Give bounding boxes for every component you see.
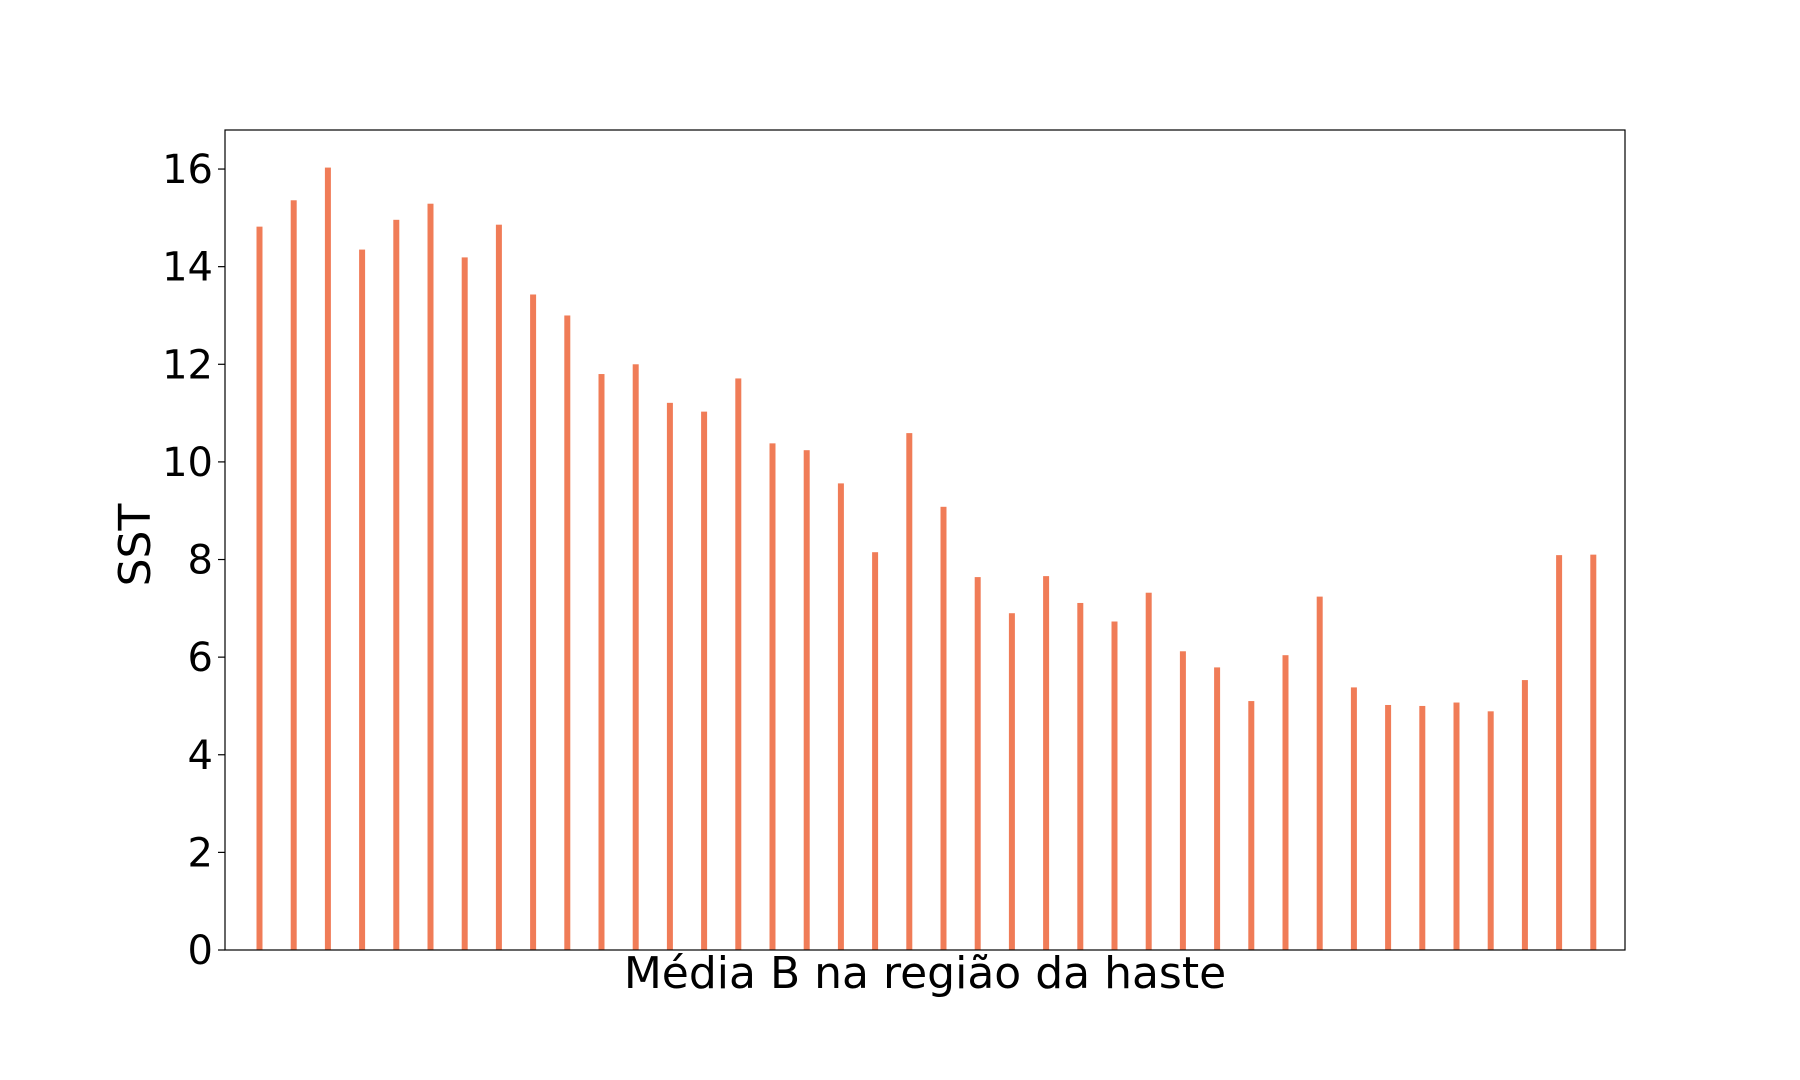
bar [872, 552, 879, 950]
y-tick-label: 6 [188, 635, 213, 681]
bar [1214, 667, 1221, 950]
bar [256, 226, 263, 951]
bar [837, 483, 844, 950]
bar [393, 219, 400, 951]
y-tick-label: 16 [162, 147, 213, 193]
y-axis-label: SST [110, 504, 161, 587]
bar [1179, 651, 1186, 950]
bar [1419, 705, 1426, 950]
bar [940, 506, 947, 950]
bar [1350, 687, 1357, 950]
plot-frame [224, 129, 1626, 951]
bar [666, 402, 673, 951]
bar [290, 200, 297, 951]
y-tick-label: 2 [188, 830, 213, 876]
bar [427, 203, 434, 950]
y-tick-label: 4 [188, 733, 213, 779]
bar [632, 364, 639, 950]
x-axis-label: Média B na região da haste [624, 948, 1226, 999]
bar [1590, 554, 1597, 950]
bar [1385, 704, 1392, 950]
bar [461, 257, 468, 951]
bars-group [256, 167, 1597, 951]
bar [530, 294, 537, 950]
bar [735, 378, 742, 950]
bar [1043, 576, 1050, 950]
y-axis-ticks: 0 2 4 6 8 10 12 14 16 [162, 147, 225, 974]
bar [1248, 701, 1255, 950]
y-tick-label: 10 [162, 440, 213, 486]
bar [1316, 596, 1323, 950]
bar [701, 411, 708, 950]
bar [974, 577, 981, 950]
bar [564, 315, 571, 950]
bar [1521, 680, 1528, 950]
bar [359, 249, 366, 951]
bar [324, 167, 331, 951]
bar [1453, 702, 1460, 950]
y-tick-label: 12 [162, 342, 213, 388]
y-tick-label: 8 [188, 538, 213, 584]
bar [1077, 602, 1084, 950]
y-tick-label: 14 [162, 245, 213, 291]
bar [1145, 592, 1152, 950]
y-tick-label: 0 [188, 928, 213, 974]
bar [906, 433, 913, 950]
plot-area [225, 130, 1625, 950]
bar [1487, 711, 1494, 950]
bar [1556, 555, 1563, 950]
bar [598, 374, 605, 950]
bar [769, 443, 776, 950]
bar [1282, 655, 1289, 950]
bar [1111, 621, 1118, 950]
bar [495, 224, 502, 950]
bar [803, 450, 810, 950]
bar [1008, 613, 1015, 950]
